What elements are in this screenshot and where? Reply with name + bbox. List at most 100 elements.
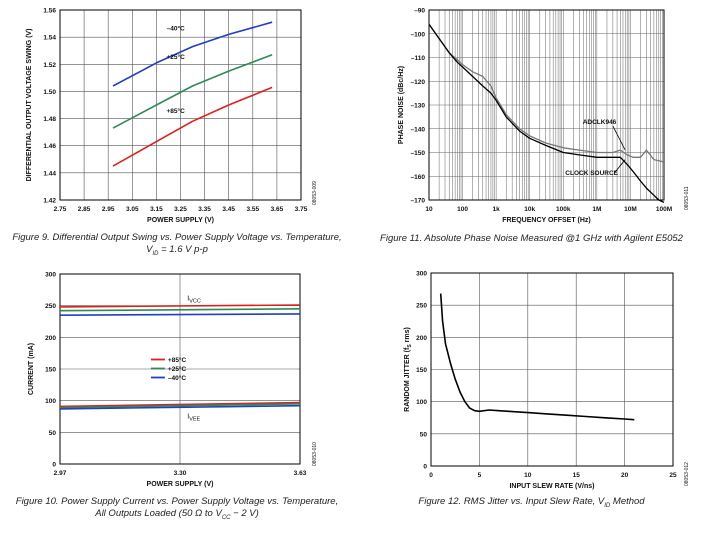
x-tick-label: 100M xyxy=(656,206,672,213)
series-line-2 xyxy=(112,86,273,167)
plot-frame xyxy=(428,9,665,201)
y-tick-label: 0 xyxy=(423,464,427,471)
x-tick-label: 2.75 xyxy=(54,206,67,213)
caption-fig12: Figure 12. RMS Jitter vs. Input Slew Rat… xyxy=(354,496,709,512)
legend-label: –40°C xyxy=(168,374,186,382)
caption-fig10-line1: Figure 10. Power Supply Current vs. Powe… xyxy=(15,496,339,507)
y-tick-label: 300 xyxy=(45,272,56,279)
series-line-2 xyxy=(59,313,301,316)
y-tick-label: –160 xyxy=(411,174,426,181)
y-tick-label: 250 xyxy=(416,303,427,310)
x-axis-label: FREQUENCY OFFSET (Hz) xyxy=(502,217,591,224)
y-tick-label: 100 xyxy=(45,398,56,405)
series-label: +85°C xyxy=(167,107,186,115)
caption-fig9-line1: Figure 9. Differential Output Swing vs. … xyxy=(12,232,342,243)
caption-fig10: Figure 10. Power Supply Current vs. Powe… xyxy=(0,496,354,524)
series-line-0 xyxy=(112,21,273,87)
legend-label: +25°C xyxy=(168,365,187,373)
annotation-ivee: IVEE xyxy=(187,413,200,422)
plot-frame xyxy=(430,272,674,467)
x-tick-label: 20 xyxy=(621,472,629,479)
x-tick-label: 3.75 xyxy=(295,206,308,213)
chart-fig9: 2.75 2.85 2.95 3.05 3.15 3.25 3.35 3.45 3.55 3.65… xyxy=(26,8,318,225)
x-tick-label: 3.55 xyxy=(246,206,259,213)
y-tick-label: 1.56 xyxy=(43,8,56,15)
figure-code: 08053-010 xyxy=(312,442,318,466)
caption-fig11-line1: Figure 11. Absolute Phase Noise Measured… xyxy=(380,233,683,244)
y-tick-label: 1.44 xyxy=(43,170,56,177)
annotation-arrow xyxy=(614,159,626,173)
x-tick-label: 25 xyxy=(669,472,677,479)
y-tick-label: 1.46 xyxy=(43,143,56,150)
y-tick-label: –130 xyxy=(411,103,426,110)
x-axis-label: POWER SUPPLY (V) xyxy=(147,217,214,224)
y-tick-label: 1.48 xyxy=(43,116,56,123)
series-line-4 xyxy=(59,403,301,409)
x-tick-label: 3.45 xyxy=(222,206,235,213)
y-tick-label: –140 xyxy=(411,126,426,133)
figure-code: 08053-011 xyxy=(684,186,690,210)
series-line-0 xyxy=(428,23,665,163)
y-tick-label: 250 xyxy=(45,303,56,310)
x-tick-label: 2.95 xyxy=(102,206,115,213)
y-axis-label: RANDOM JITTER (fS rms) xyxy=(404,327,413,412)
x-tick-label: 10 xyxy=(425,206,433,213)
caption-fig12-line1: Figure 12. RMS Jitter vs. Input Slew Rat… xyxy=(418,496,645,509)
x-tick-label: 15 xyxy=(573,472,581,479)
y-tick-label: 0 xyxy=(52,462,56,469)
series-line-1 xyxy=(428,23,665,203)
x-tick-label: 3.35 xyxy=(198,206,211,213)
x-axis-label: INPUT SLEW RATE (V/ns) xyxy=(509,483,594,490)
y-tick-label: 200 xyxy=(416,335,427,342)
y-axis-label: DIFFERENTIAL OUTPUT VOLTAGE SWING (V) xyxy=(26,29,33,182)
figure-11: 10 100 1k 10k 100k 1M 10M 100M –90 –100 –110 –120 –1… xyxy=(354,0,709,266)
x-tick-label: 3.25 xyxy=(174,206,187,213)
y-tick-label: –90 xyxy=(414,8,425,15)
caption-fig9-line2: VID = 1.6 V p-p xyxy=(146,244,208,257)
series-line-3 xyxy=(59,401,301,408)
x-tick-label: 3.05 xyxy=(126,206,139,213)
plot-frame xyxy=(59,9,302,201)
x-tick-label: 10k xyxy=(524,206,535,213)
chart-fig10: 2.97 3.30 3.63 0 50 100 150 200 250 300 POWER SUPP… xyxy=(28,272,318,489)
y-tick-label: 50 xyxy=(420,431,428,438)
y-axis-label: PHASE NOISE (dBc/Hz) xyxy=(398,66,405,144)
y-tick-label: 1.52 xyxy=(43,62,56,69)
y-axis-label: CURRENT (mA) xyxy=(28,343,35,395)
caption-fig11: Figure 11. Absolute Phase Noise Measured… xyxy=(354,233,709,245)
legend-label: +85°C xyxy=(168,356,187,364)
series-label: +25°C xyxy=(167,53,186,61)
y-tick-label: 1.50 xyxy=(43,89,56,96)
x-tick-label: 1M xyxy=(592,206,601,213)
x-tick-label: 2.97 xyxy=(54,470,67,477)
x-tick-label: 1k xyxy=(493,206,501,213)
y-tick-label: 1.42 xyxy=(43,198,56,205)
y-tick-label: 100 xyxy=(416,399,427,406)
annotation-arrow xyxy=(612,125,626,151)
figure-9: 2.75 2.85 2.95 3.05 3.15 3.25 3.35 3.45 3.55 3.65… xyxy=(0,0,354,266)
figure-code: 08053-009 xyxy=(312,181,318,205)
y-tick-label: –170 xyxy=(411,198,426,205)
series-line-0 xyxy=(59,304,301,308)
y-tick-label: 200 xyxy=(45,335,56,342)
chart-fig11: 10 100 1k 10k 100k 1M 10M 100M –90 –100 –110 –120 –1… xyxy=(398,8,690,225)
y-tick-label: –150 xyxy=(411,150,426,157)
x-tick-label: 100k xyxy=(556,206,571,213)
y-tick-label: 150 xyxy=(416,367,427,374)
x-tick-label: 5 xyxy=(478,472,482,479)
y-tick-label: –100 xyxy=(411,31,426,38)
annotation-adclk946: ADCLK946 xyxy=(583,119,617,126)
y-tick-label: 300 xyxy=(416,271,427,278)
series-line-1 xyxy=(59,308,301,312)
series-line-1 xyxy=(112,54,273,129)
x-tick-label: 100 xyxy=(457,206,468,213)
x-tick-label: 3.65 xyxy=(271,206,284,213)
figure-10: 2.97 3.30 3.63 0 50 100 150 200 250 300 POWER SUPP… xyxy=(0,266,354,533)
y-tick-label: 50 xyxy=(49,430,57,437)
series-line-0 xyxy=(439,293,635,421)
annotation-clock-source: CLOCK SOURCE xyxy=(565,170,618,177)
x-tick-label: 0 xyxy=(429,472,433,479)
x-tick-label: 3.15 xyxy=(150,206,163,213)
figure-code: 08053-012 xyxy=(684,462,690,486)
caption-fig9: Figure 9. Differential Output Swing vs. … xyxy=(0,232,354,260)
